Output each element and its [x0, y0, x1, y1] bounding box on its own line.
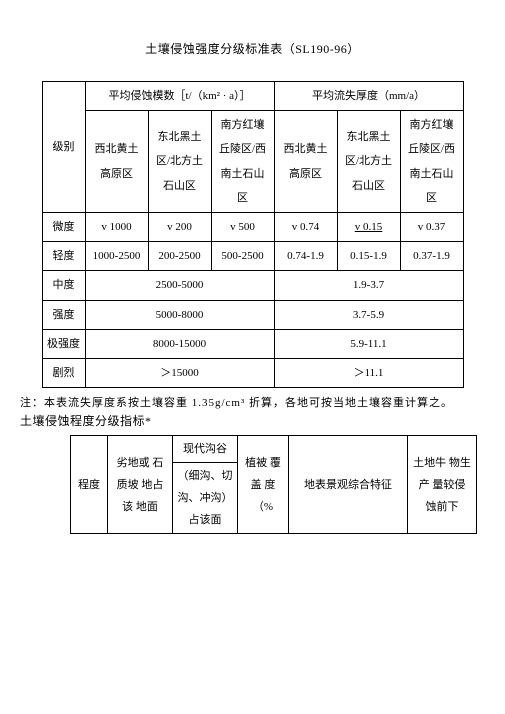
cell: 强度	[42, 300, 85, 329]
region: 南方红壤丘陵区/西南土石山区	[211, 111, 274, 213]
table-row: 中度 2500-5000 1.9-3.7	[42, 271, 463, 300]
col-modulus: 平均侵蚀模数［t/（km² · a）］	[85, 82, 274, 111]
cell: 剧烈	[42, 358, 85, 387]
line: 产 量较侵	[419, 479, 466, 491]
region: 东北黑土区/北方土石山区	[148, 111, 211, 213]
cell: 1.9-3.7	[274, 271, 463, 300]
line: （%	[253, 501, 273, 513]
cell: ＞15000	[85, 358, 274, 387]
line: 土地牛 物生	[413, 457, 471, 469]
cell: 微度	[42, 212, 85, 241]
cell: 西北黄土高原区	[95, 143, 139, 179]
line: 占该面	[189, 514, 222, 526]
region: 西北黄土高原区	[85, 111, 148, 213]
table-row: 级别 平均侵蚀模数［t/（km² · a）］ 平均流失厚度（mm/a）	[42, 82, 463, 111]
cell: 8000-15000	[85, 329, 274, 358]
col-level: 程度	[71, 436, 108, 534]
cell: 植被 覆 盖 度 （%	[238, 436, 289, 534]
cell: 轻度	[42, 242, 85, 271]
line: （细沟、切	[178, 470, 233, 482]
table-row: 极强度 8000-15000 5.9-11.1	[42, 329, 463, 358]
line: 盖 度	[251, 479, 276, 491]
cell: v 0.74	[274, 212, 337, 241]
cell: ＞11.1	[274, 358, 463, 387]
cell: 西北黄土高原区	[284, 143, 328, 179]
cell: 5000-8000	[85, 300, 274, 329]
cell: 地表景观综合特征	[289, 436, 408, 534]
line: 沟、冲沟）	[178, 492, 233, 504]
cell: v 0.15	[337, 212, 400, 241]
cell: v 1000	[85, 212, 148, 241]
cell: 0.37-1.9	[400, 242, 463, 271]
cell: 2500-5000	[85, 271, 274, 300]
line: 质坡 地占	[117, 479, 164, 491]
erosion-intensity-table: 级别 平均侵蚀模数［t/（km² · a）］ 平均流失厚度（mm/a） 西北黄土…	[42, 81, 464, 388]
footnote: 注：本表流失厚度系按土壤容重 1.35g/cm³ 折算，各地可按当地土壤容重计算…	[20, 394, 481, 410]
cell: v 0.15	[355, 221, 383, 233]
col-loss: 平均流失厚度（mm/a）	[274, 82, 463, 111]
line: 该 地面	[122, 501, 158, 513]
cell: v 200	[148, 212, 211, 241]
sub-heading: 土壤侵蚀程度分级指标*	[20, 412, 481, 429]
table-row: 强度 5000-8000 3.7-5.9	[42, 300, 463, 329]
cell: 0.15-1.9	[337, 242, 400, 271]
cell: 极强度	[42, 329, 85, 358]
line: 劣地或 石	[117, 457, 164, 469]
doc-title: 土壤侵蚀强度分级标准表（SL190-96）	[20, 40, 485, 57]
line: 植被 覆	[245, 457, 281, 469]
cell: 1000-2500	[85, 242, 148, 271]
cell: 3.7-5.9	[274, 300, 463, 329]
page: 土壤侵蚀强度分级标准表（SL190-96） 级别 平均侵蚀模数［t/（km² ·…	[0, 0, 505, 554]
cell: 土地牛 物生 产 量较侵 蚀前下	[408, 436, 477, 534]
region: 西北黄土高原区	[274, 111, 337, 213]
cell: 500-2500	[211, 242, 274, 271]
line: 蚀前下	[426, 501, 459, 513]
cell: （细沟、切 沟、冲沟） 占该面	[173, 463, 238, 534]
col-level: 级别	[42, 82, 85, 213]
table-row: 轻度 1000-2500 200-2500 500-2500 0.74-1.9 …	[42, 242, 463, 271]
cell: 劣地或 石 质坡 地占 该 地面	[108, 436, 173, 534]
cell: 中度	[42, 271, 85, 300]
table-row: 微度 v 1000 v 200 v 500 v 0.74 v 0.15 v 0.…	[42, 212, 463, 241]
cell: 5.9-11.1	[274, 329, 463, 358]
cell: 0.74-1.9	[274, 242, 337, 271]
region: 南方红壤丘陵区/西南土石山区	[400, 111, 463, 213]
table-row: 剧烈 ＞15000 ＞11.1	[42, 358, 463, 387]
table-row: 西北黄土高原区 东北黑土区/北方土石山区 南方红壤丘陵区/西南土石山区 西北黄土…	[42, 111, 463, 213]
erosion-degree-table: 程度 劣地或 石 质坡 地占 该 地面 现代沟谷 植被 覆 盖 度 （% 地表景…	[70, 435, 477, 534]
cell: 200-2500	[148, 242, 211, 271]
cell: v 0.37	[400, 212, 463, 241]
table-row: 程度 劣地或 石 质坡 地占 该 地面 现代沟谷 植被 覆 盖 度 （% 地表景…	[71, 436, 477, 463]
cell: v 500	[211, 212, 274, 241]
region: 东北黑土区/北方土石山区	[337, 111, 400, 213]
cell: 现代沟谷	[173, 436, 238, 463]
